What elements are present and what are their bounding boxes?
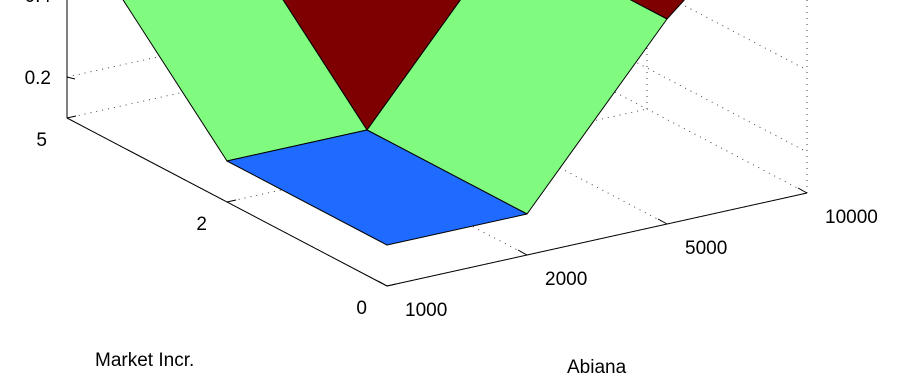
y-tick-mark [226, 199, 237, 203]
y-tick-label: 2 [196, 214, 207, 235]
z-tick-label: 0.2 [25, 68, 51, 89]
x-tick-label: 10000 [825, 207, 878, 228]
x-axis-label: Abiana [567, 357, 627, 378]
surface [122, 0, 685, 246]
surface-patch [226, 129, 528, 246]
z-tick-label: 0.4 [25, 0, 52, 7]
z-tick-mark [66, 76, 76, 80]
y-tick-mark [66, 115, 77, 119]
surface-patch [282, 0, 461, 131]
y-axis-label: Market Incr. [95, 350, 194, 371]
x-axis-line [386, 192, 808, 287]
x-tick-label: 2000 [545, 269, 587, 290]
x-tick-mark [517, 249, 528, 256]
x-tick-mark [377, 280, 388, 287]
x-tick-label: 1000 [405, 300, 447, 321]
x-tick-mark [797, 187, 808, 194]
y-tick-mark [386, 283, 397, 287]
x-tick-mark [657, 218, 668, 225]
surface-patch [629, 0, 685, 20]
axes [66, 0, 808, 287]
y-tick-label: 5 [36, 130, 47, 151]
x-tick-label: 5000 [685, 238, 727, 259]
y-tick-label: 0 [356, 298, 367, 319]
